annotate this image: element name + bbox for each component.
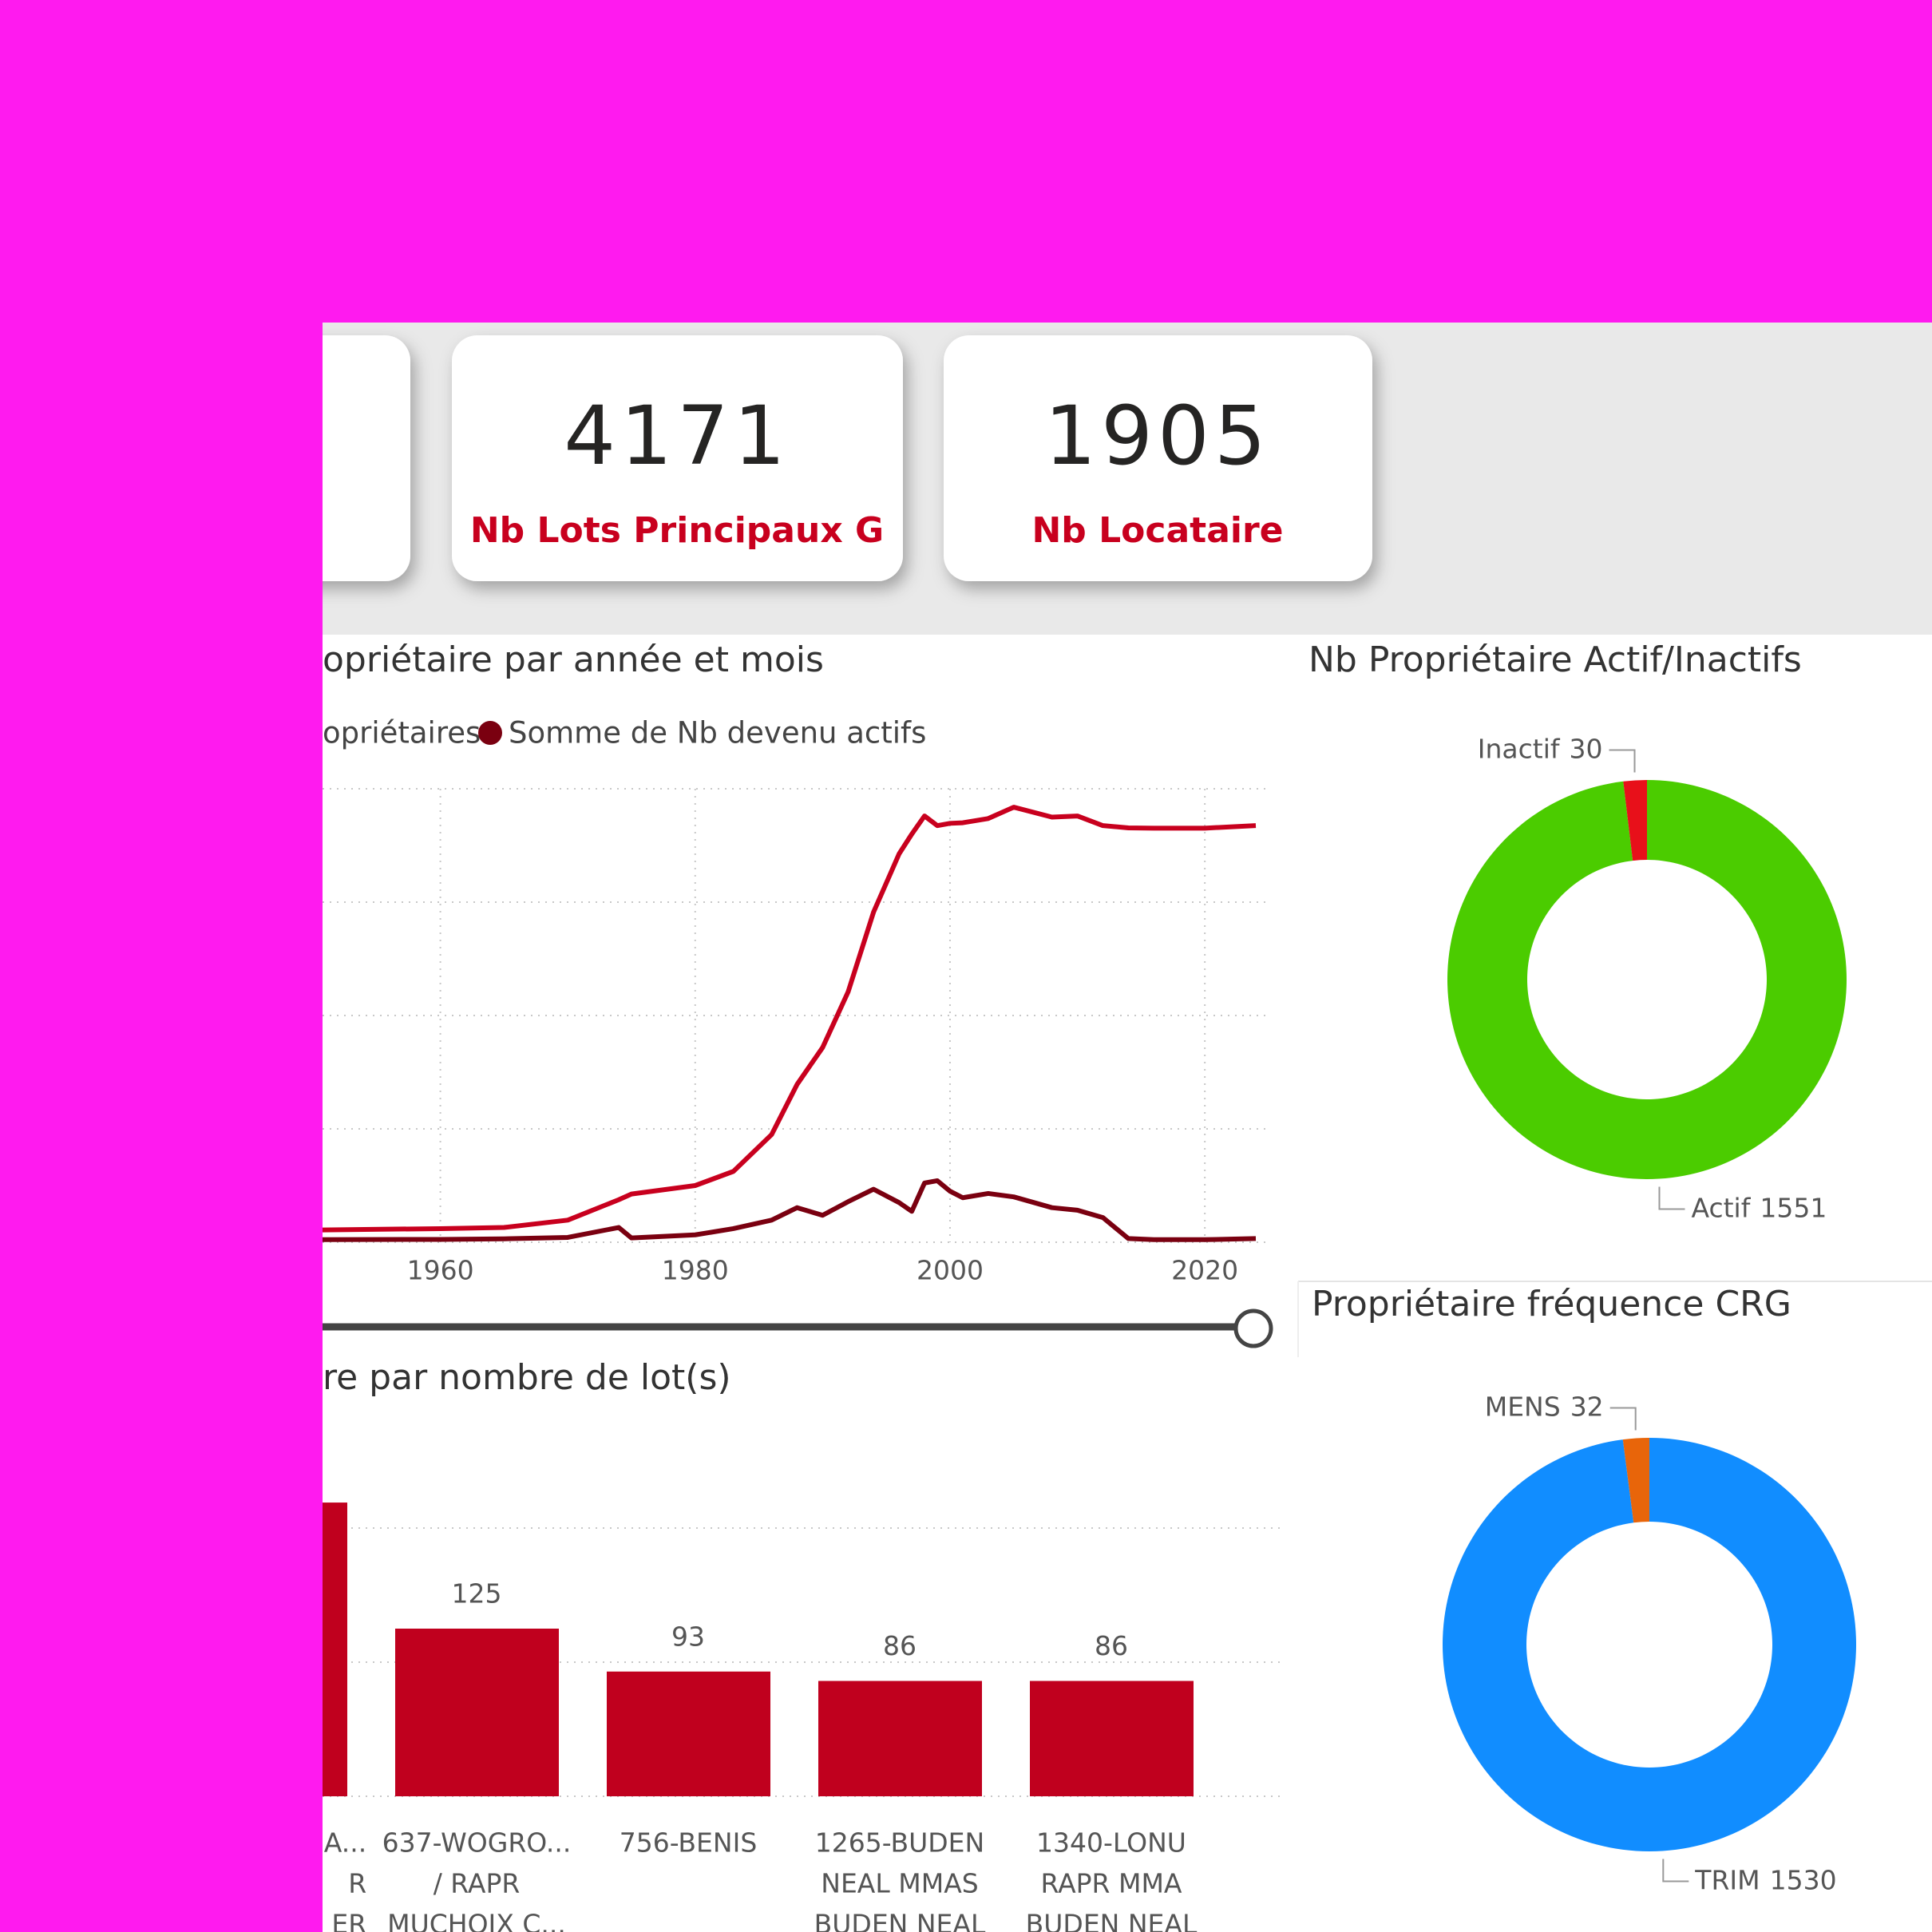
slider-handle[interactable] [1233,1308,1273,1348]
x-tick-label: BUDEN NEAL [814,1909,986,1932]
card [452,335,903,581]
legend-label: Somme de Nb devenu actifs [509,716,926,750]
x-tick-label: R [348,1868,366,1899]
slice-value: 30 [1570,733,1603,764]
card-label: Nb Lots Principaux G [470,510,884,551]
x-tick-label: 756-BENIS [620,1827,758,1859]
line-series [323,1178,1257,1242]
card-label: Nb Locataire [1031,510,1283,551]
data-label: 93 [671,1621,705,1652]
slice-name: Actif [1691,1192,1751,1223]
slice-name: Inactif [1478,733,1561,764]
data-label: 125 [452,1578,502,1609]
data-label: 86 [1095,1630,1128,1661]
data-label: TRIM 1530 [1694,1864,1836,1895]
leader-line [1662,1859,1689,1883]
leader-line [1658,1186,1685,1210]
slice-name: TRIM [1694,1864,1760,1895]
chart-title: re par nombre de lot(s) [323,1357,731,1398]
slice-value: 32 [1570,1391,1604,1422]
data-label: Actif 1551 [1691,1192,1827,1223]
x-tick-label: NEAL MMAS [821,1868,978,1899]
x-tick-label: ER [331,1909,366,1932]
leader-line [1609,1407,1637,1431]
donut-slice [1443,1438,1857,1851]
x-tick-label: 2000 [917,1255,984,1286]
bar [395,1629,559,1796]
slice-value: 1551 [1760,1192,1827,1223]
data-label: Inactif 30 [1478,733,1603,764]
x-tick-label: 2020 [1171,1255,1238,1286]
x-tick-label: 1960 [407,1255,474,1286]
x-tick-label: BUDEN NEAL [1026,1909,1198,1932]
x-tick-label: 1340-LONU [1036,1827,1186,1859]
x-tick-label: A... [324,1827,366,1859]
donut-slice [1622,1438,1649,1523]
bar [1030,1681,1194,1796]
slice-name: MENS [1485,1391,1561,1422]
x-tick-label: RAPR MMA [1040,1868,1182,1899]
slice-value: 1530 [1770,1864,1837,1895]
donut-slice [1447,780,1847,1179]
bar [607,1671,770,1796]
card-value: 1905 [1044,389,1271,484]
line-series [323,805,1257,1233]
chart-title: Propriétaire fréquence CRG [1312,1284,1791,1324]
x-tick-label: / RAPR [434,1868,521,1899]
report-canvas: 4171 Nb Lots Principaux G 1905 Nb Locata… [323,323,1932,1932]
x-tick-label: 1980 [662,1255,729,1286]
x-tick-label: 637-WOGRO... [382,1827,572,1859]
leader-line [1609,749,1636,773]
bar [323,1502,347,1796]
chart-title: Nb Propriétaire Actif/Inactifs [1308,639,1802,680]
donut-slice [1623,780,1647,861]
chart-title: opriétaire par année et mois [323,639,824,680]
x-tick-label: 1265-BUDEN [815,1827,984,1859]
data-label: MENS 32 [1485,1391,1604,1422]
legend-label: opriétaires [323,716,481,750]
data-label: 86 [883,1630,917,1661]
card [323,335,410,581]
bar [818,1681,982,1796]
card-value: 4171 [564,389,790,484]
x-tick-label: MUCHOIX C... [387,1909,566,1932]
card [944,335,1372,581]
legend-marker [478,721,502,745]
